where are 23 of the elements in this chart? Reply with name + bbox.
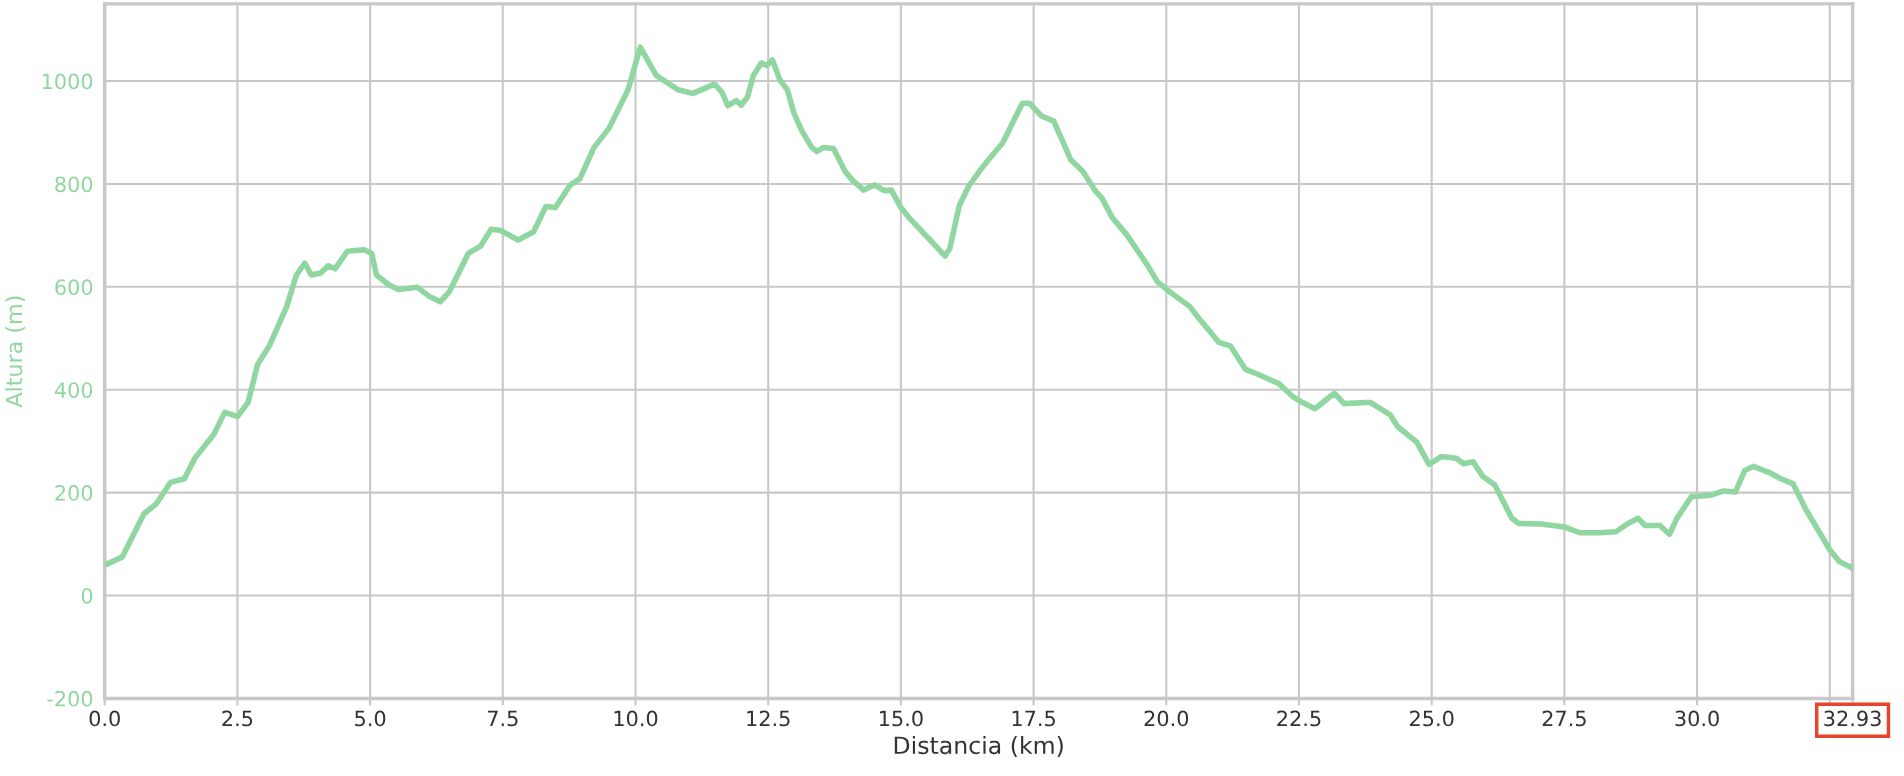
x-tick-label: 5.0 (355, 710, 386, 727)
x-tick-label: 27.5 (1542, 710, 1586, 727)
x-tick-label: 17.5 (1012, 710, 1055, 727)
y-tick-label: 800 (55, 176, 93, 193)
x-tick-label: 30.0 (1675, 710, 1719, 727)
y-tick-label: 0 (81, 587, 93, 604)
x-tick-label: 12.5 (747, 710, 790, 727)
x-tick-label: 32.93 (1824, 710, 1881, 727)
y-tick-label: 600 (55, 279, 93, 296)
x-tick-label: 20.0 (1144, 710, 1189, 727)
x-axis-title: Distancia (km) (894, 735, 1063, 757)
y-axis-title: Altura (m) (5, 296, 26, 408)
y-tick-label: -200 (47, 690, 93, 707)
y-tick-label: 400 (54, 382, 93, 398)
x-tick-label: 10.0 (614, 710, 658, 727)
x-tick-label: 7.5 (487, 710, 518, 727)
x-tick-label: 22.5 (1277, 710, 1321, 727)
x-tick-label: 25.0 (1410, 710, 1454, 727)
x-tick-label: 2.5 (222, 710, 253, 727)
x-tick-label: 15.0 (879, 710, 923, 727)
x-tick-label: 0.0 (89, 710, 120, 727)
y-tick-label: 1000 (42, 73, 93, 90)
y-tick-label: 200 (55, 485, 93, 501)
